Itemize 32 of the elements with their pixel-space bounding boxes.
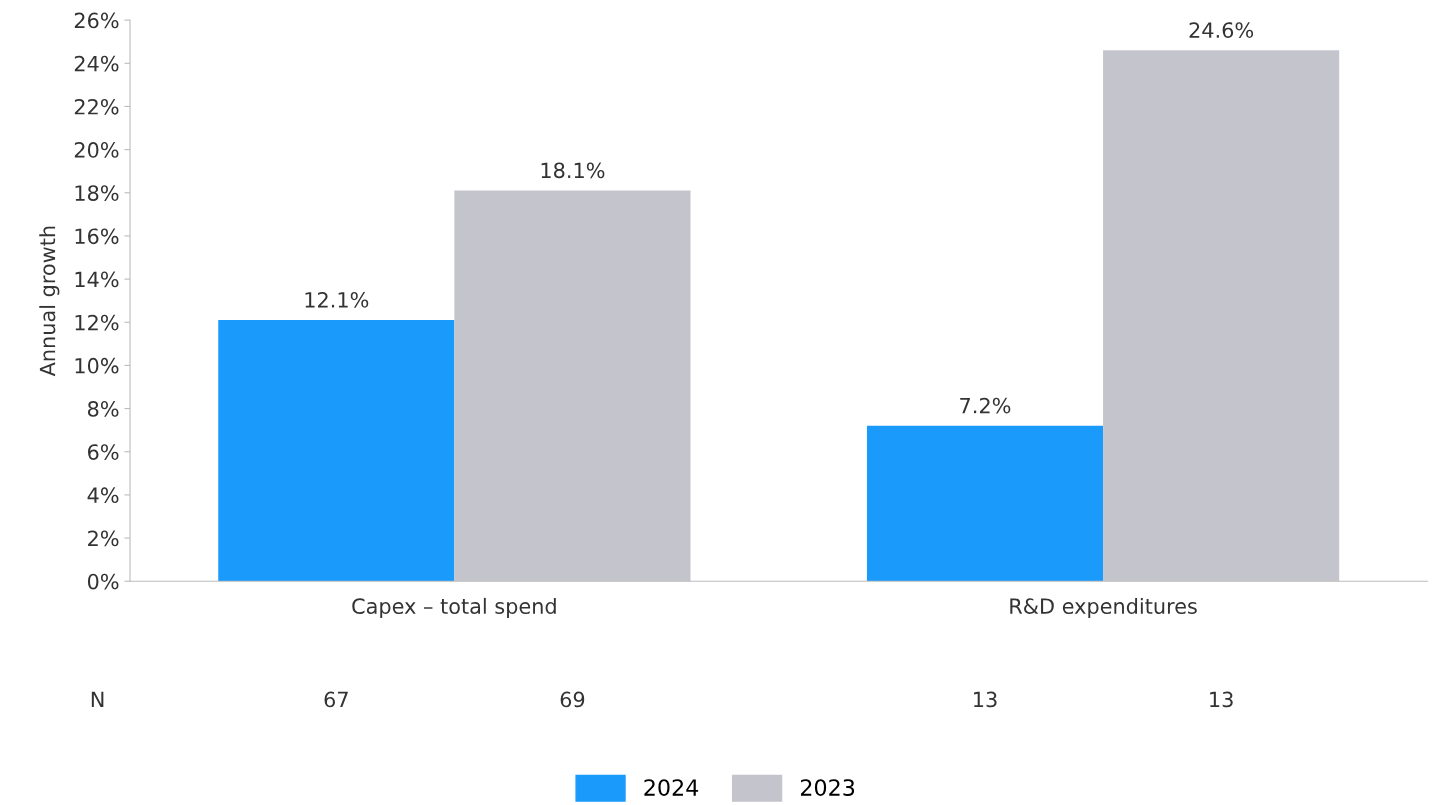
legend-label: 2024 — [644, 779, 699, 796]
y-tick-label: 4% — [87, 487, 119, 504]
text: 69 — [560, 691, 585, 708]
text: N — [91, 691, 104, 708]
data-label: 18.1% — [541, 162, 605, 179]
x-tick-label: Capex – total spend — [352, 597, 556, 619]
bar — [218, 320, 455, 582]
y-tick-label: 22% — [74, 98, 119, 115]
y-tick-label: 18% — [75, 185, 119, 201]
bar — [866, 425, 1104, 582]
x-tick-label: R&D expenditures — [1010, 597, 1197, 619]
y-tick-label: 8% — [87, 401, 119, 417]
bar — [454, 190, 691, 582]
y-axis-title: Annual growth — [39, 226, 60, 377]
text: 13 — [1210, 691, 1233, 708]
y-tick-label: 10% — [75, 357, 119, 374]
bar — [1103, 50, 1340, 582]
data-label: 12.1% — [305, 291, 369, 308]
data-label: 7.2% — [960, 397, 1011, 414]
y-tick-label: 0% — [87, 573, 119, 590]
text: 67 — [324, 691, 348, 708]
y-tick-label: 26% — [74, 12, 119, 29]
y-tick-label: 6% — [88, 444, 119, 460]
y-tick-label: 20% — [74, 142, 119, 158]
y-tick-label: 2% — [88, 530, 119, 547]
y-tick-label: 16% — [75, 228, 119, 245]
text: 13 — [974, 691, 997, 708]
y-tick-label: 14% — [75, 271, 119, 288]
y-tick-label: 12% — [75, 314, 119, 331]
legend-label: 2023 — [800, 779, 855, 796]
data-label: 24.6% — [1189, 22, 1254, 38]
y-tick-label: 24% — [74, 55, 119, 72]
